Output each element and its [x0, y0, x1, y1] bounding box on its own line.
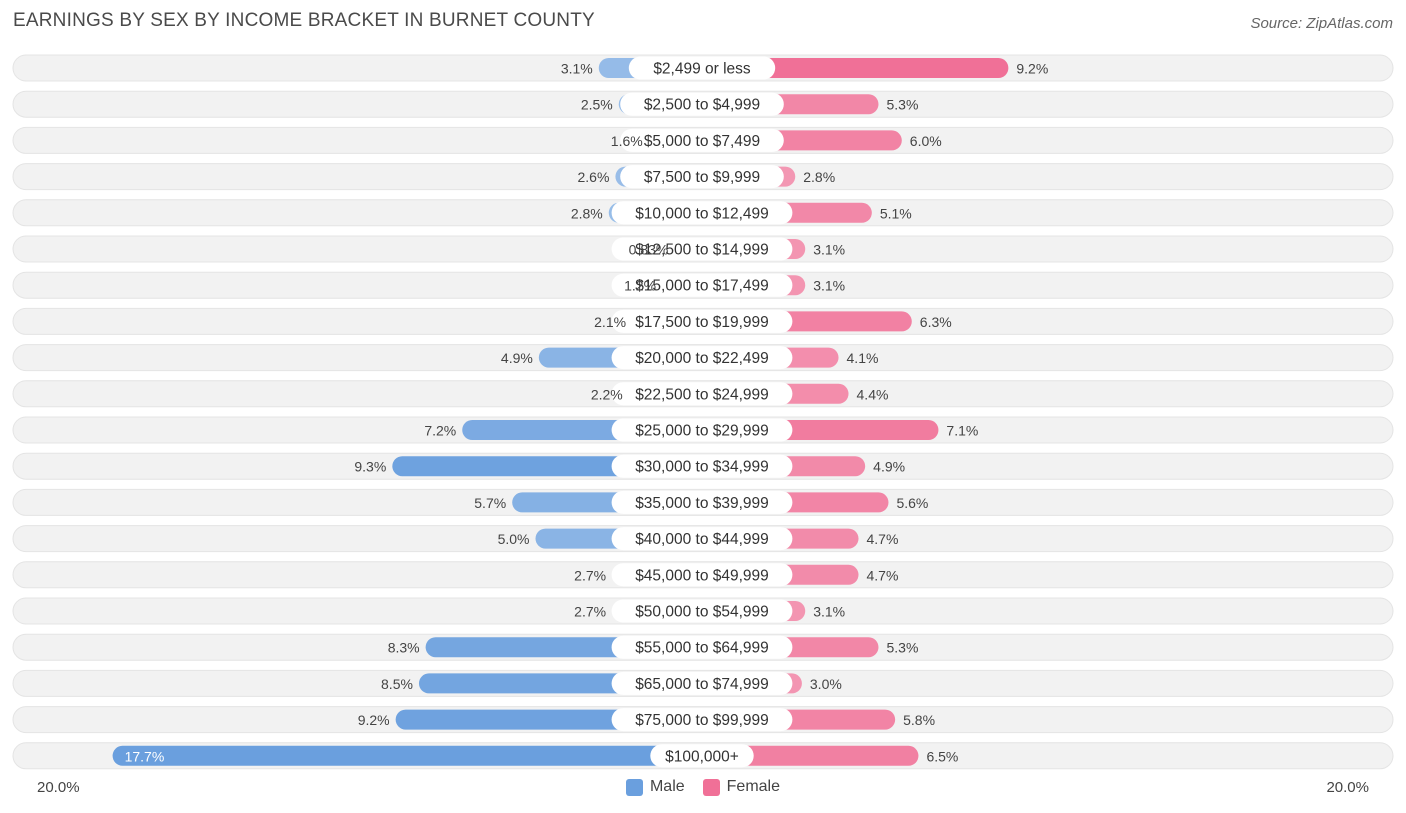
category-label: $45,000 to $49,999	[635, 567, 769, 584]
category-label: $2,499 or less	[653, 61, 751, 78]
value-label-female: 5.1%	[880, 205, 912, 221]
category-label-pill	[611, 527, 793, 551]
value-label-male: 9.3%	[354, 459, 386, 475]
legend-item-male: Male	[625, 778, 685, 796]
value-label-male: 0.83%	[629, 242, 669, 258]
category-label: $12,500 to $14,999	[635, 242, 769, 259]
category-label: $30,000 to $34,999	[635, 459, 769, 476]
value-label-male: 2.5%	[581, 97, 613, 113]
category-label: $65,000 to $74,999	[635, 676, 769, 693]
value-label-female: 4.7%	[867, 531, 899, 547]
value-label-female: 3.1%	[813, 604, 845, 620]
value-label-male: 2.6%	[577, 169, 609, 185]
bar-female	[702, 58, 1009, 78]
category-label: $2,500 to $4,999	[644, 97, 760, 114]
category-label-pill	[611, 708, 793, 732]
category-label-pill	[611, 635, 793, 659]
category-label: $22,500 to $24,999	[635, 386, 769, 403]
value-label-female: 6.5%	[926, 748, 958, 764]
category-label: $20,000 to $22,499	[635, 350, 769, 367]
category-label-pill	[611, 418, 793, 442]
value-label-male: 2.7%	[574, 567, 606, 583]
value-label-female: 2.8%	[803, 169, 835, 185]
value-label-female: 5.6%	[896, 495, 928, 511]
category-label-pill	[611, 454, 793, 478]
value-label-female: 5.3%	[886, 97, 918, 113]
category-label-pill	[620, 165, 784, 189]
value-label-male: 2.7%	[574, 604, 606, 620]
value-label-female: 6.0%	[910, 133, 942, 149]
axis-right-label: 20.0%	[1326, 779, 1369, 796]
value-label-male: 8.3%	[388, 640, 420, 656]
category-label: $55,000 to $64,999	[635, 640, 769, 657]
category-label: $25,000 to $29,999	[635, 423, 769, 440]
category-label-pill	[611, 237, 793, 261]
category-label: $10,000 to $12,499	[635, 205, 769, 222]
category-label-pill	[611, 309, 793, 333]
category-label-pill	[611, 599, 793, 623]
value-label-male: 9.2%	[358, 712, 390, 728]
value-label-male: 4.9%	[501, 350, 533, 366]
category-label: $50,000 to $54,999	[635, 604, 769, 621]
value-label-male: 8.5%	[381, 676, 413, 692]
value-label-male: 5.7%	[474, 495, 506, 511]
chart-title: EARNINGS BY SEX BY INCOME BRACKET IN BUR…	[13, 10, 595, 31]
category-label-pill	[611, 273, 793, 297]
value-label-female: 9.2%	[1016, 61, 1048, 77]
legend: Male Female	[0, 778, 1406, 796]
category-label: $17,500 to $19,999	[635, 314, 769, 331]
legend-label-female: Female	[726, 778, 781, 795]
value-label-male: 1.6%	[611, 133, 643, 149]
legend-swatch-male	[625, 778, 643, 796]
category-label-pill	[611, 201, 793, 225]
category-label-pill	[611, 382, 793, 406]
value-label-male: 3.1%	[561, 61, 593, 77]
category-label: $35,000 to $39,999	[635, 495, 769, 512]
source-credit: Source: ZipAtlas.com	[1250, 15, 1393, 32]
category-label-pill	[611, 563, 793, 587]
value-label-female: 4.1%	[847, 350, 879, 366]
legend-label-male: Male	[649, 778, 685, 795]
value-label-male: 17.7%	[125, 748, 165, 764]
bar-female	[702, 745, 919, 766]
value-label-male: 7.2%	[424, 423, 456, 439]
category-label-pill	[611, 671, 793, 695]
category-label-pill	[620, 92, 784, 116]
category-label: $5,000 to $7,499	[644, 133, 760, 150]
legend-item-female: Female	[702, 778, 781, 796]
category-label: $100,000+	[665, 748, 739, 765]
category-label: $40,000 to $44,999	[635, 531, 769, 548]
value-label-female: 5.8%	[903, 712, 935, 728]
value-label-male: 2.1%	[594, 314, 626, 330]
value-label-female: 4.9%	[873, 459, 905, 475]
value-label-female: 5.3%	[886, 640, 918, 656]
legend-swatch-female	[702, 778, 720, 796]
value-label-female: 3.1%	[813, 242, 845, 258]
value-label-female: 3.1%	[813, 278, 845, 294]
category-label-pill	[611, 490, 793, 514]
value-label-female: 4.7%	[867, 567, 899, 583]
value-label-male: 5.0%	[498, 531, 530, 547]
value-label-male: 2.8%	[571, 205, 603, 221]
value-label-female: 4.4%	[857, 386, 889, 402]
category-label-pill	[611, 346, 793, 370]
value-label-female: 3.0%	[810, 676, 842, 692]
category-label: $15,000 to $17,499	[635, 278, 769, 295]
bar-male	[112, 745, 703, 766]
value-label-female: 7.1%	[946, 423, 978, 439]
category-label: $75,000 to $99,999	[635, 712, 769, 729]
category-label-pill	[650, 744, 754, 768]
value-label-male: 2.2%	[591, 386, 623, 402]
value-label-male: 1.2%	[624, 278, 656, 294]
axis-left-label: 20.0%	[37, 779, 80, 796]
category-label-pill	[628, 56, 776, 80]
category-label: $7,500 to $9,999	[644, 169, 760, 186]
value-label-female: 6.3%	[920, 314, 952, 330]
category-label-pill	[620, 128, 784, 152]
